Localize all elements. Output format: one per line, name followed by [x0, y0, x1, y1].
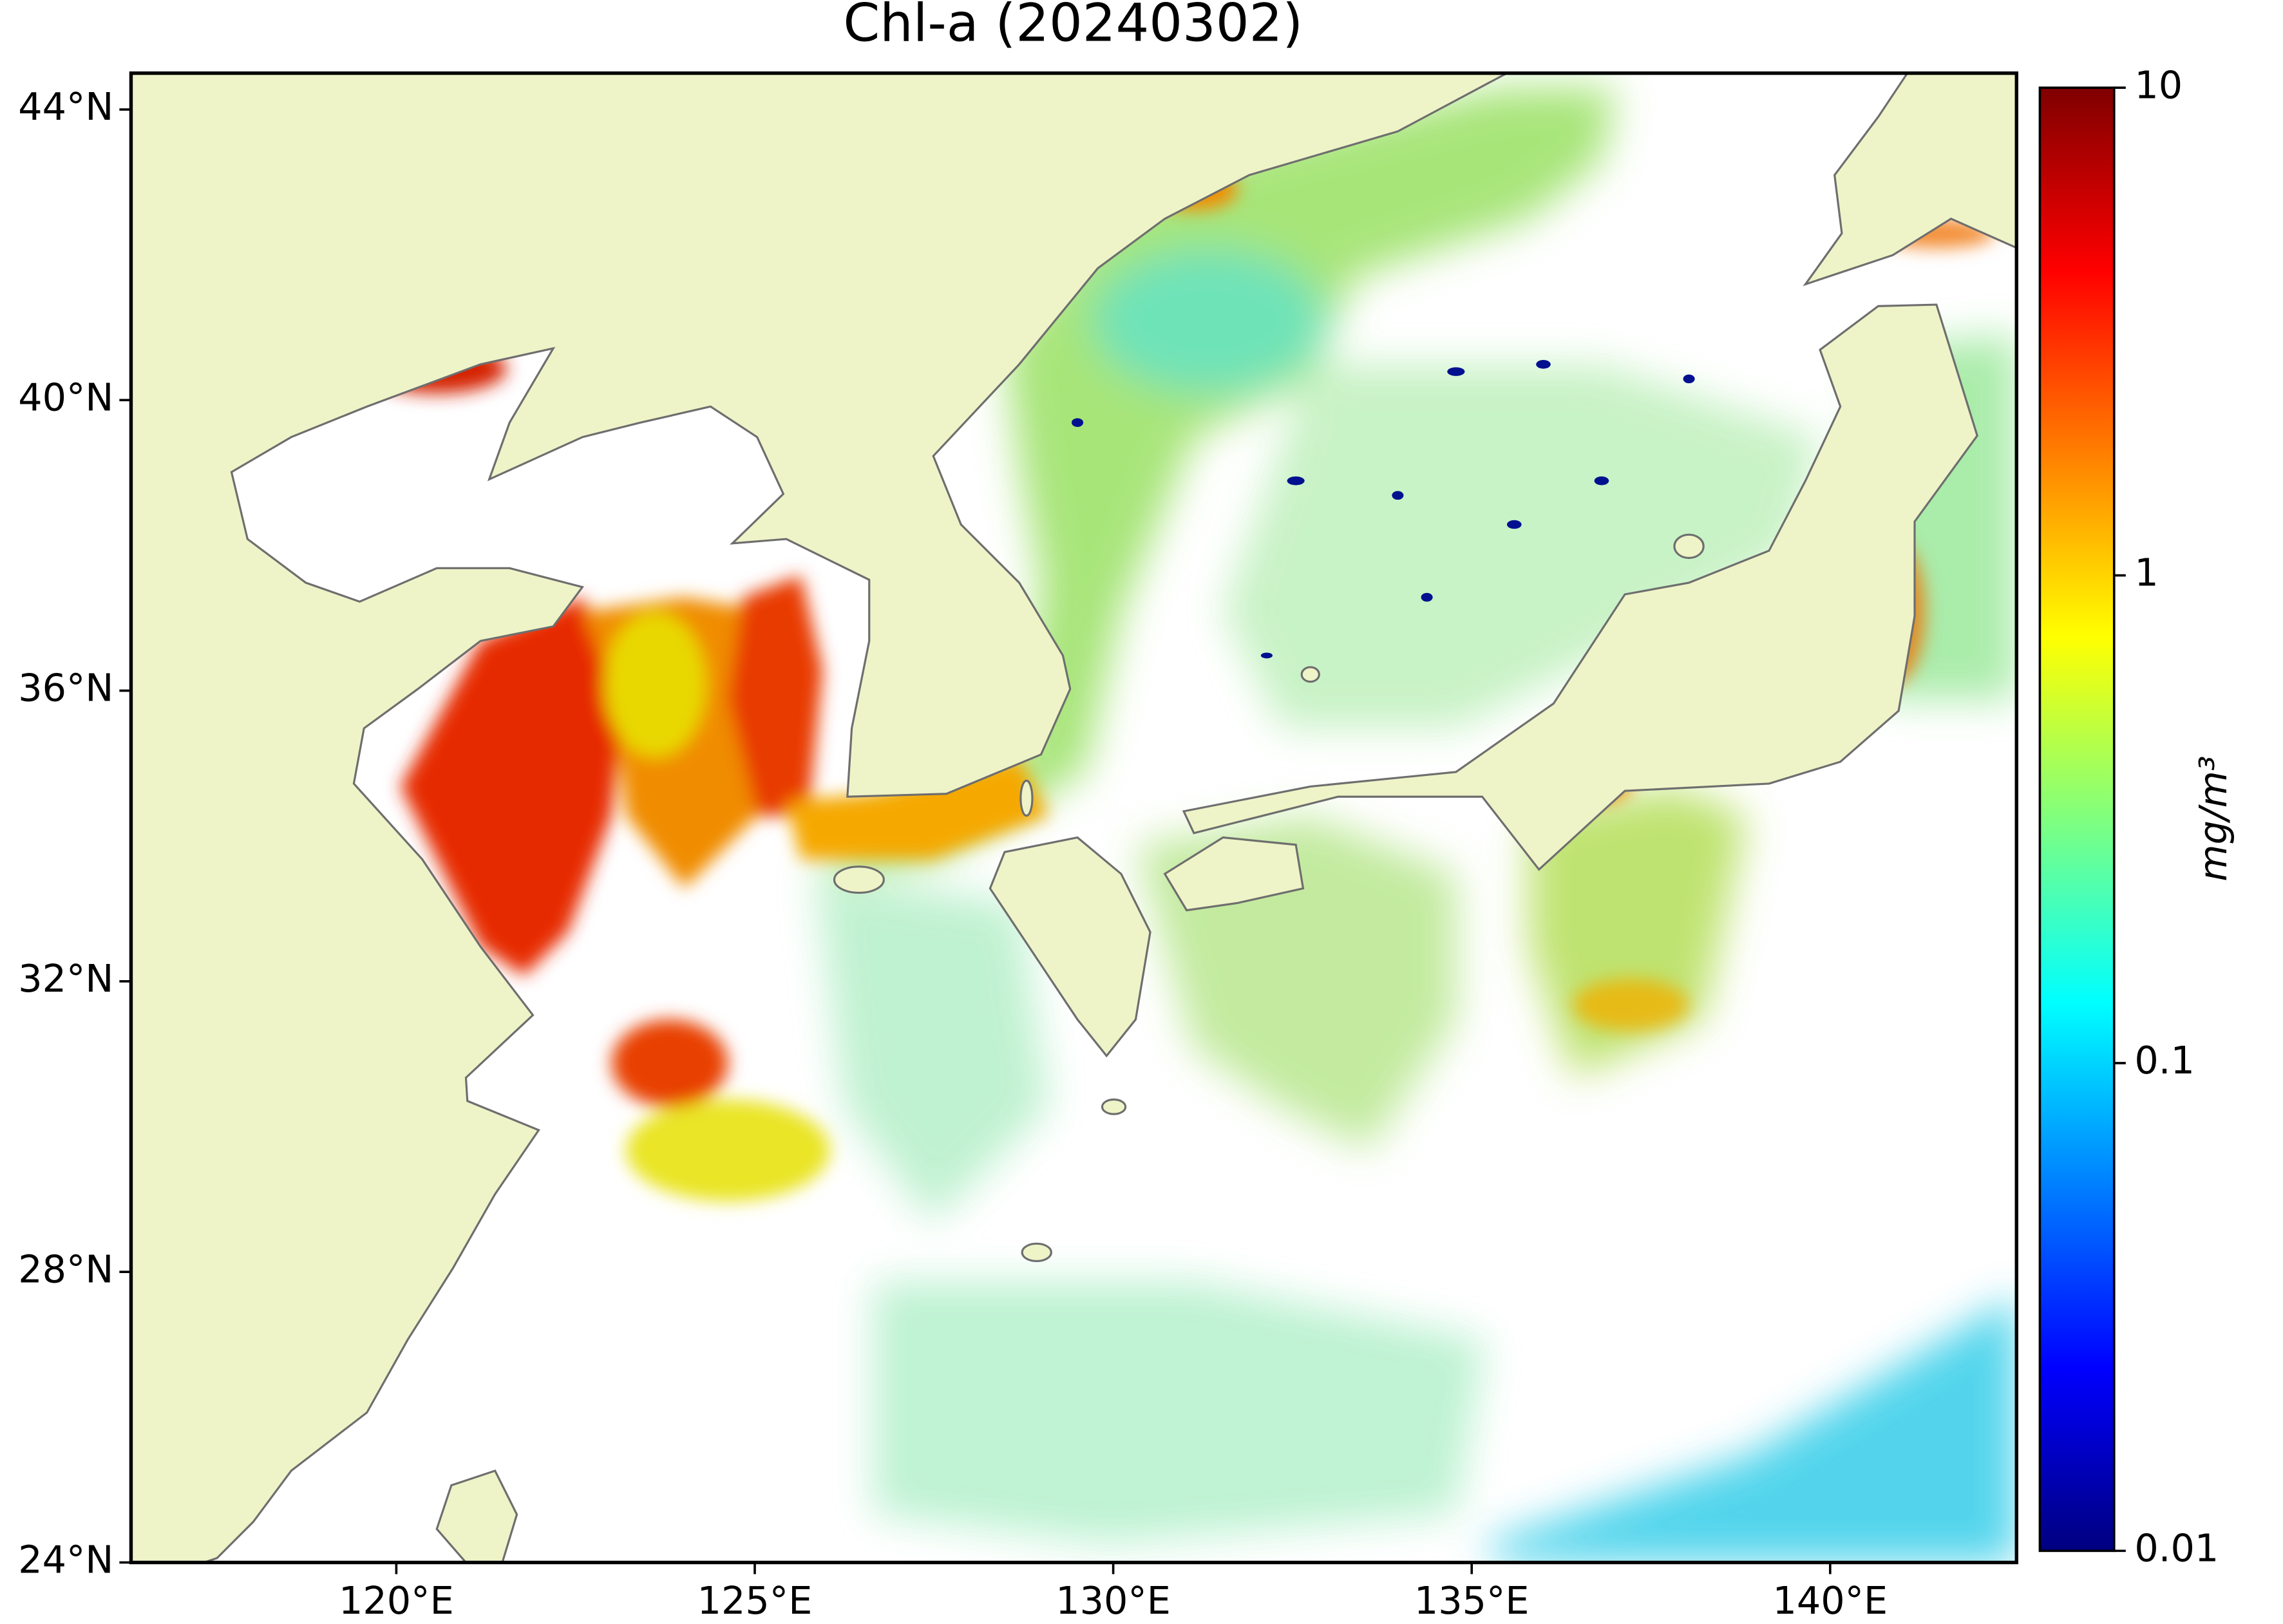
map-frame: [129, 71, 2018, 1565]
land: [1300, 666, 1320, 683]
chl-patch: [1260, 652, 1273, 659]
colorbar-label: mg/m³: [2191, 756, 2235, 882]
y-tick-label: 40°N: [18, 375, 113, 419]
chl-patch: [1572, 978, 1689, 1032]
chl-patch: [873, 1281, 1486, 1544]
land: [833, 865, 885, 894]
y-tick-label: 36°N: [18, 666, 113, 710]
y-tick-label: 44°N: [18, 84, 113, 129]
colorbar-tick-label: 1: [2134, 551, 2158, 595]
colorbar-tick-label: 0.1: [2134, 1038, 2194, 1082]
chl-patch: [626, 1099, 830, 1202]
x-tick-label: 135°E: [1414, 1578, 1530, 1623]
land: [131, 73, 1508, 1563]
chl-patch: [1421, 592, 1433, 602]
x-tick-label: 130°E: [1056, 1578, 1171, 1623]
chl-patch: [604, 612, 706, 758]
chl-patch: [1447, 367, 1465, 376]
chl-patch: [1683, 374, 1695, 384]
map-title: Chl-a (20240302): [843, 0, 1303, 54]
x-tick-label: 125°E: [697, 1578, 813, 1623]
land: [1673, 533, 1705, 560]
colorbar: [2038, 86, 2116, 1553]
x-tick-label: 120°E: [339, 1578, 454, 1623]
land: [1101, 1098, 1127, 1115]
chl-patch: [1071, 360, 1695, 659]
chl-patch: [786, 757, 1048, 860]
map-area: [131, 73, 2017, 1563]
chl-patch: [611, 1019, 728, 1107]
chl-patch: [1092, 247, 1325, 394]
colorbar-tick-label: 0.01: [2134, 1525, 2219, 1570]
chl-patch: [1071, 418, 1084, 428]
land: [131, 73, 2017, 1563]
y-tick-label: 28°N: [18, 1247, 113, 1291]
chl-patch: [1594, 476, 1609, 486]
chl-patch: [1506, 520, 1522, 529]
chl-patch: [1485, 1296, 2017, 1563]
chl-patch: [815, 88, 1616, 874]
land: [1019, 779, 1034, 817]
land: [435, 1469, 518, 1563]
chl-patch: [728, 575, 823, 816]
chl-patch: [815, 874, 1048, 1223]
y-tick-label: 24°N: [18, 1538, 113, 1582]
colorbar-tick-label: 10: [2134, 62, 2183, 107]
land: [1021, 1242, 1052, 1263]
chl-patch: [400, 597, 627, 976]
chl-patch: [1223, 364, 1821, 729]
chl-patch: [1287, 476, 1305, 486]
land: [989, 836, 1151, 1058]
land: [1163, 836, 1305, 912]
x-tick-label: 140°E: [1772, 1578, 1888, 1623]
y-tick-label: 32°N: [18, 956, 113, 1001]
chl-patch: [1536, 360, 1551, 369]
land: [1182, 303, 1978, 871]
chl-patch: [1392, 491, 1404, 500]
land: [1803, 73, 2017, 287]
